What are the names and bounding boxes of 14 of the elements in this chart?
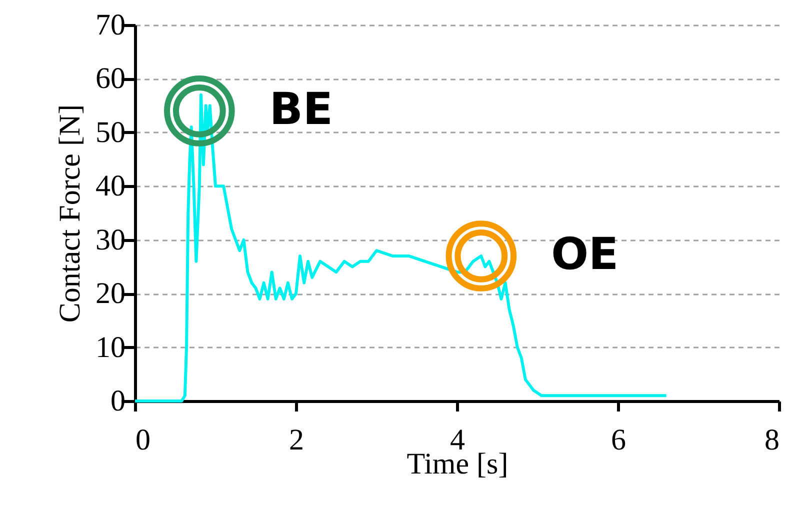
y-tick-label: 40 [96, 170, 126, 203]
annotation: OE [551, 228, 619, 280]
y-tick-label: 20 [96, 277, 126, 310]
x-tick-label: 4 [450, 424, 465, 456]
y-axis-title: Contact Force [N] [54, 104, 86, 323]
line-series [134, 93, 668, 402]
x-tick-label: 0 [136, 424, 150, 456]
y-tick-label: 60 [96, 62, 126, 96]
annotation: BE [269, 84, 333, 135]
y-tick-label: 30 [96, 223, 126, 256]
x-tick-label: 2 [289, 424, 304, 456]
x-tick-label: 8 [764, 424, 780, 456]
x-tick-label: 6 [611, 424, 626, 456]
y-tick-label: 50 [96, 116, 126, 149]
